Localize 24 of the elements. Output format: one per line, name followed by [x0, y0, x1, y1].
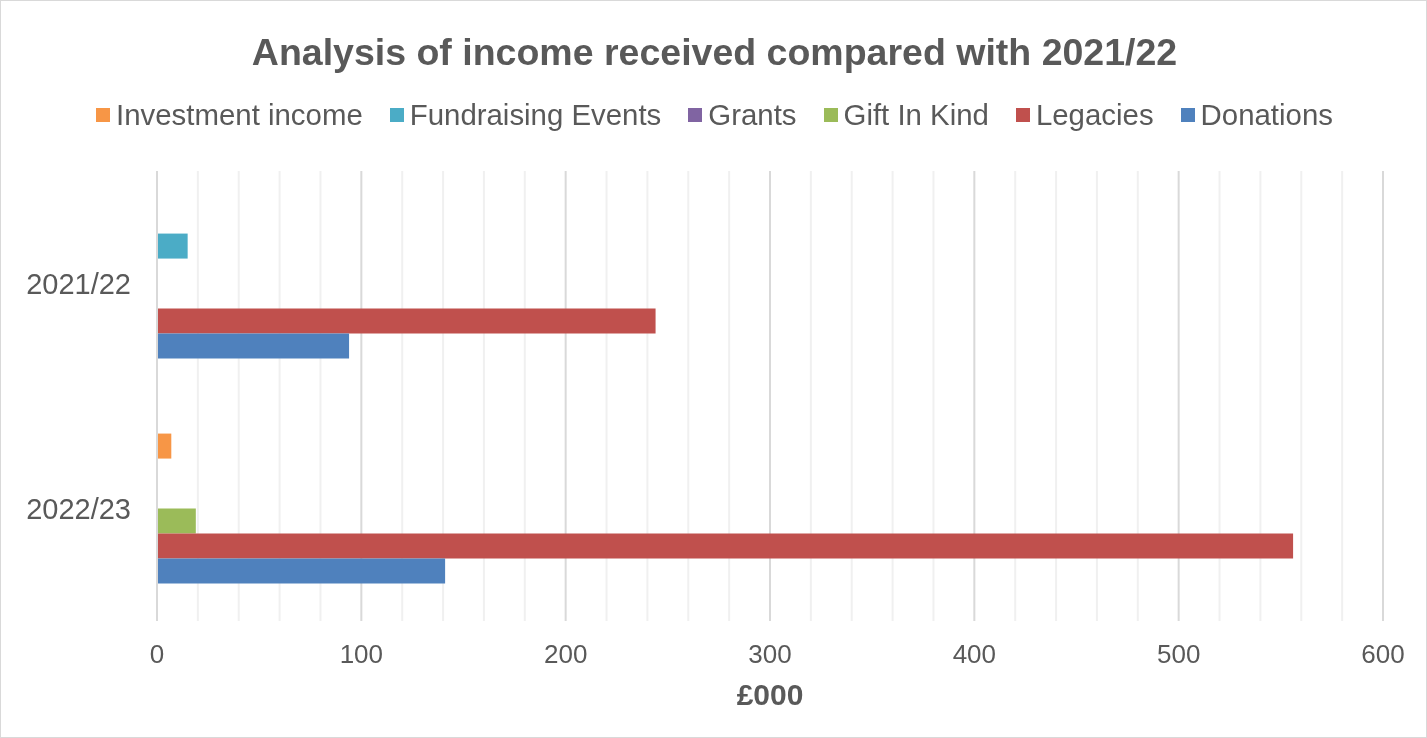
- x-tick-label: 100: [339, 639, 384, 670]
- x-tick-label: 400: [952, 639, 997, 670]
- bar: [157, 308, 656, 334]
- y-tick-label: 2022/23: [26, 492, 131, 525]
- chart-title: Analysis of income received compared with 2021/22: [250, 30, 1179, 75]
- x-tick-label: 300: [748, 639, 792, 670]
- legend-label: Grants: [708, 97, 797, 133]
- y-tick-label: 2021/22: [26, 267, 131, 300]
- x-tick-label: 500: [1156, 639, 1201, 670]
- x-axis-title: £000: [736, 678, 804, 711]
- bar: [157, 558, 446, 584]
- legend-label: Legacies: [1035, 97, 1154, 133]
- x-tick-label: 600: [1361, 639, 1405, 670]
- legend-label: Gift In Kind: [843, 97, 989, 133]
- x-tick-label: 200: [543, 639, 588, 670]
- bar: [157, 333, 350, 359]
- legend-label: Investment income: [116, 97, 363, 133]
- bar: [157, 508, 196, 534]
- legend-label: Fundraising Events: [409, 97, 662, 133]
- bar: [157, 233, 188, 259]
- x-tick-label: 0: [149, 639, 165, 670]
- legend-label: Donations: [1200, 97, 1333, 133]
- bar: [157, 433, 172, 459]
- bar: [157, 533, 1294, 559]
